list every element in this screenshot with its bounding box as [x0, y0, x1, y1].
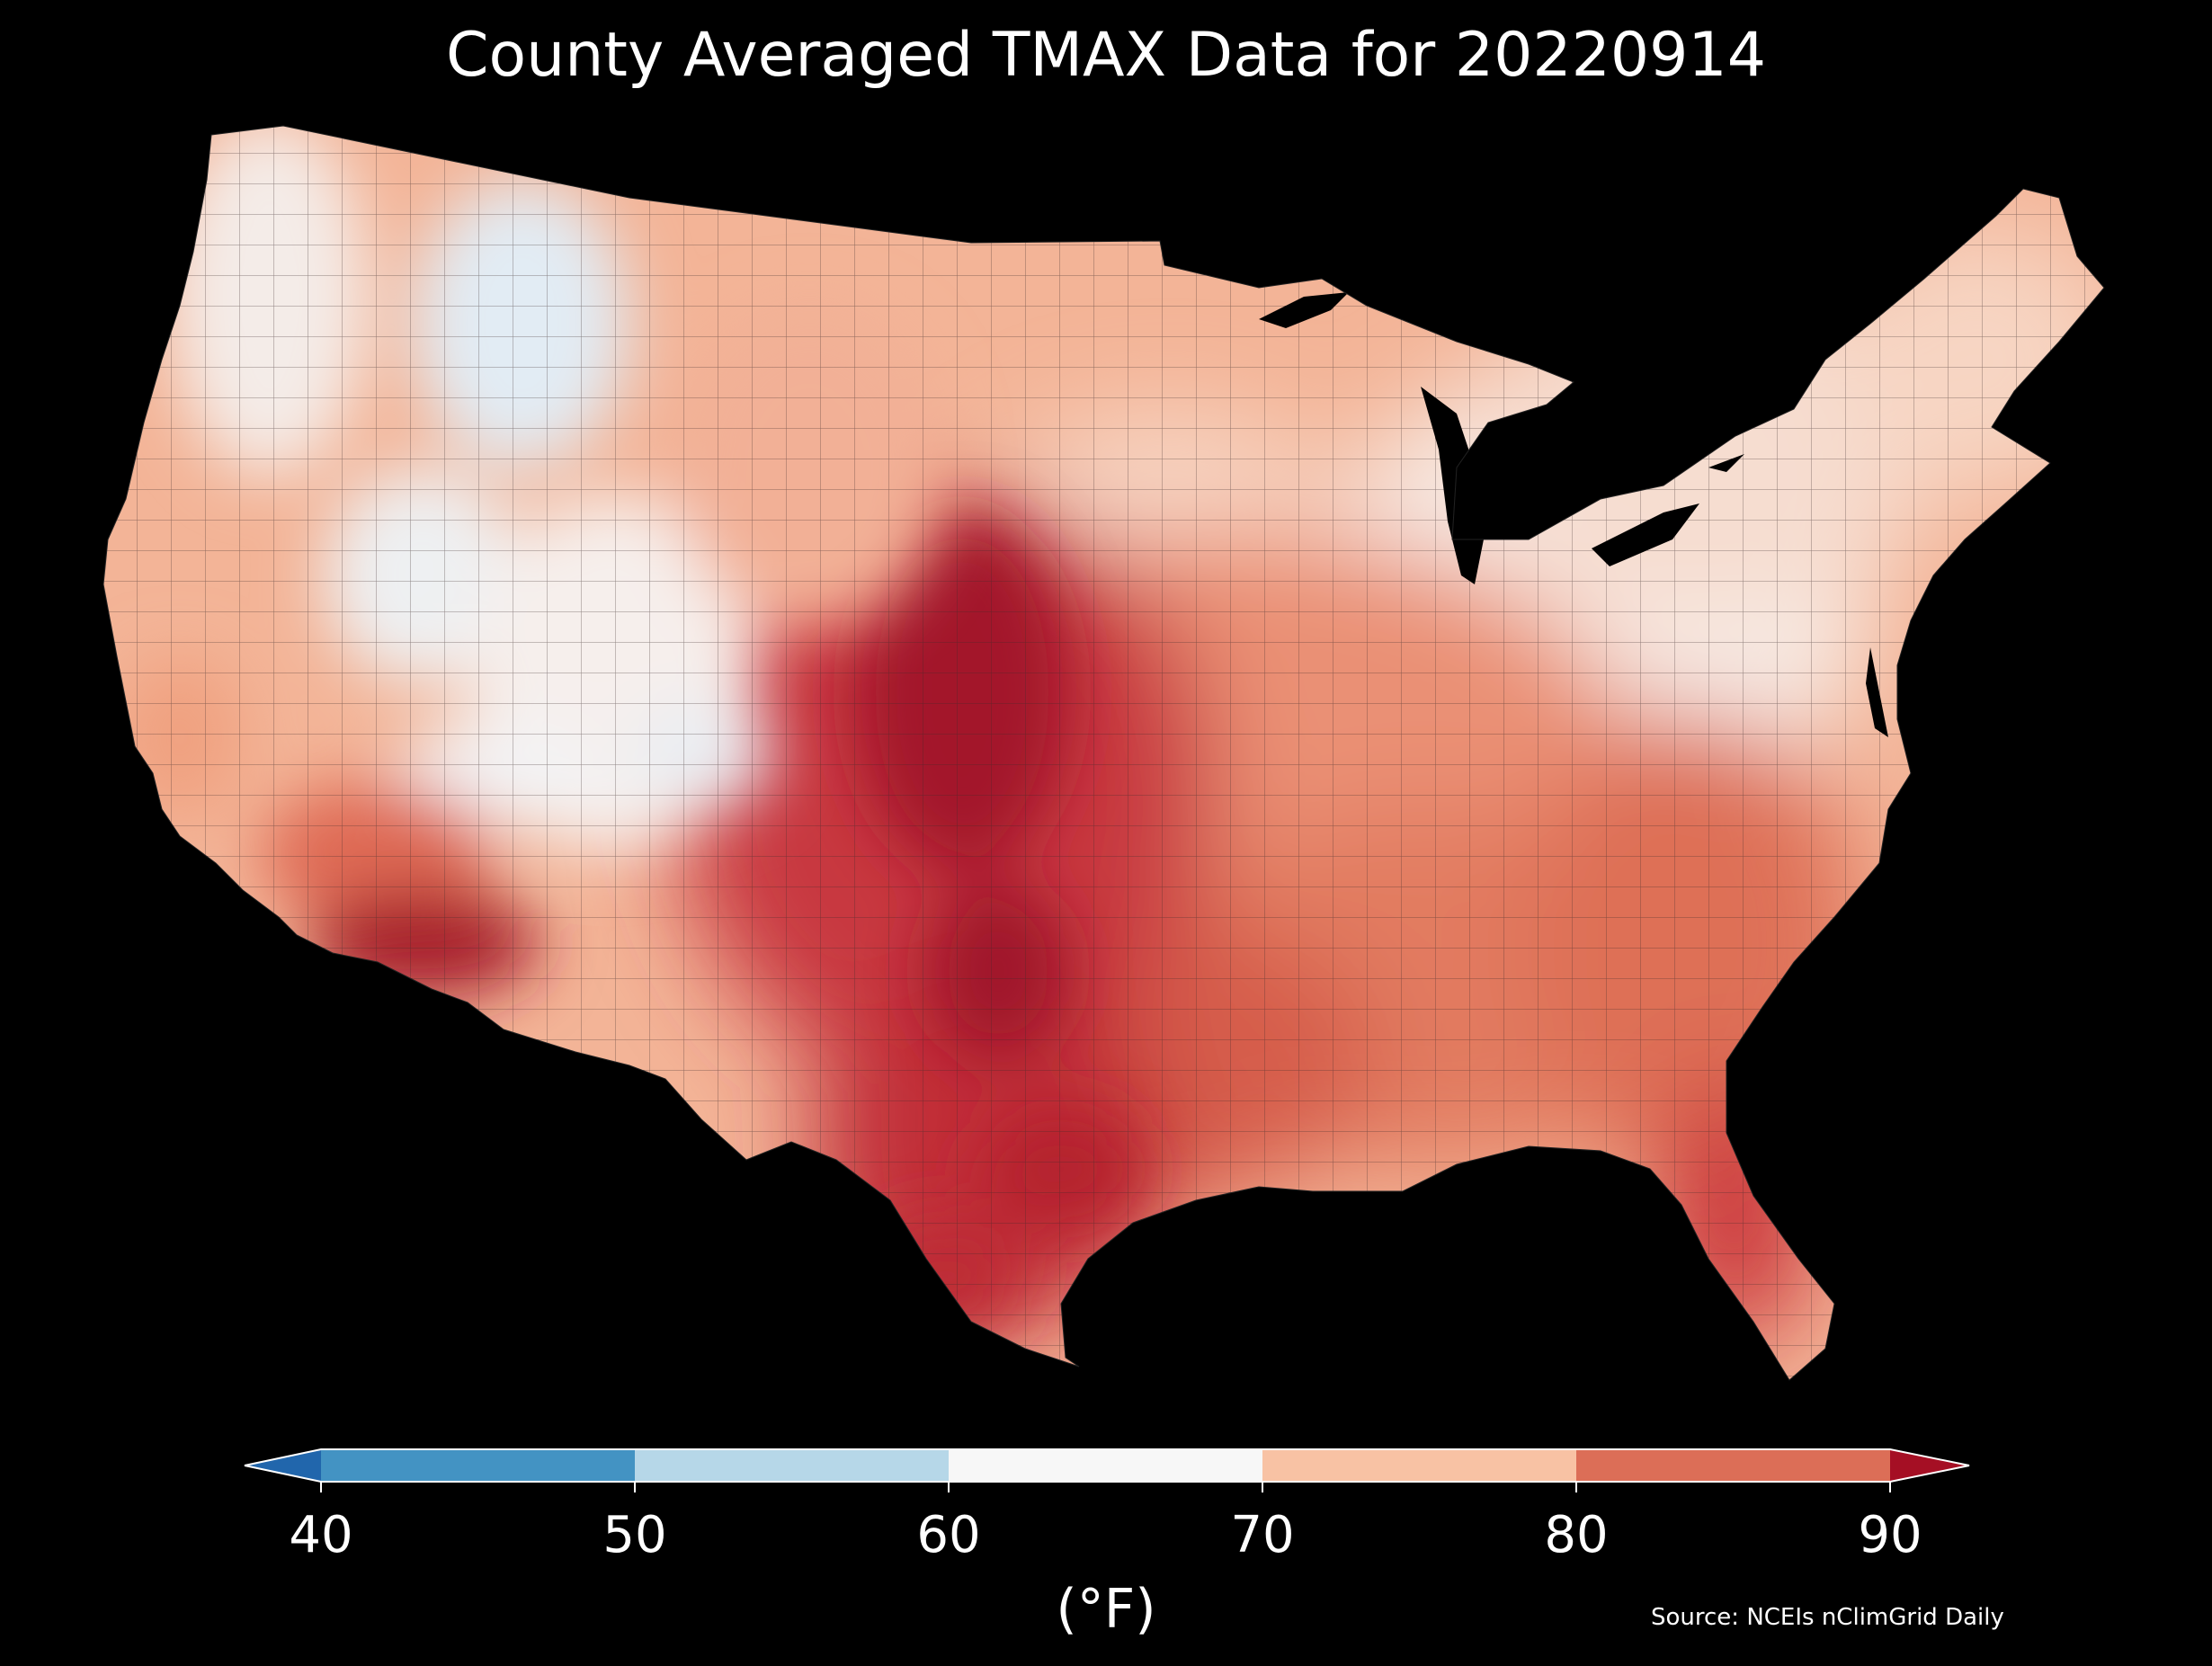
tick-label-50: 50	[602, 1506, 667, 1564]
tick-label-80: 80	[1544, 1506, 1609, 1564]
tick-label-70: 70	[1230, 1506, 1295, 1564]
tick-label-90: 90	[1858, 1506, 1922, 1564]
tick-label-40: 40	[289, 1506, 353, 1564]
colorbar-segment	[321, 1449, 636, 1482]
map-title: County Averaged TMAX Data for 20220914	[446, 20, 1766, 91]
colorbar-segment	[1262, 1449, 1577, 1482]
tick-label-60: 60	[916, 1506, 981, 1564]
colorbar-segment	[949, 1449, 1263, 1482]
colorbar-extend-low	[245, 1449, 321, 1482]
source-credit: Source: NCEIs nClimGrid Daily	[1651, 1604, 2004, 1631]
colorbar-segment	[1576, 1449, 1891, 1482]
colorbar-extend-high	[1890, 1449, 1969, 1482]
colorbar-segment	[635, 1449, 950, 1482]
colorbar-units: (°F)	[1056, 1578, 1156, 1641]
